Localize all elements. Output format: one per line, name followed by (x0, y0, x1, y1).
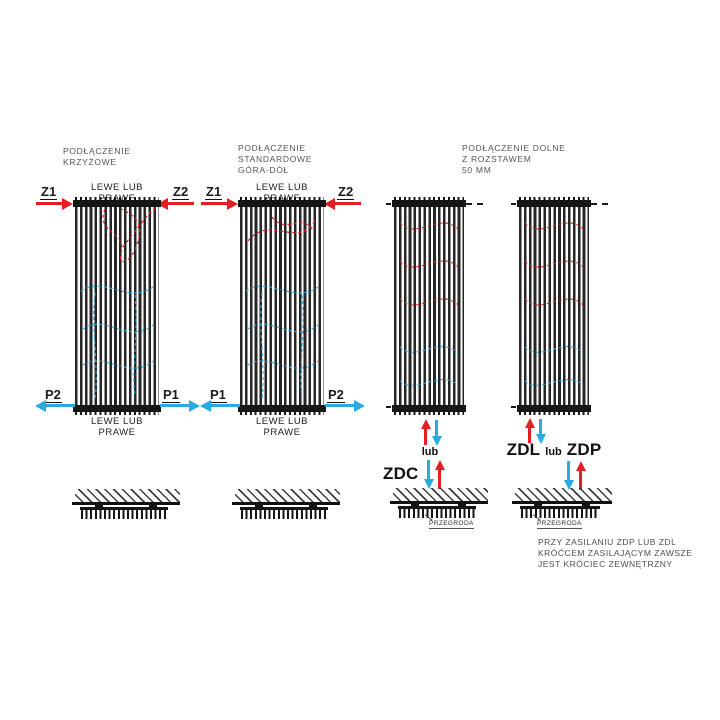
column2-p1-label: P1 (209, 387, 227, 403)
wall-hatch (75, 489, 180, 502)
column1-p1-arrow-icon (160, 399, 200, 412)
radiator-zdl-zdp-connection (517, 197, 591, 415)
zdc-supply-up-arrow-icon (424, 429, 428, 445)
zdl-zdp-or-label: lub (545, 446, 562, 458)
zdl-zdp-partition-label: PRZEGRODA (537, 520, 582, 529)
radiator-top-view (398, 503, 476, 519)
column2-z2-arrow-icon (324, 197, 361, 210)
zdc-partition-label: PRZEGRODA (429, 520, 474, 529)
radiator-standard-connection (238, 197, 326, 415)
column1-p2-label: P2 (44, 387, 62, 403)
flow-lines (399, 222, 459, 386)
radiator-tubes (75, 204, 159, 408)
column2-z1-arrow-icon (201, 197, 238, 210)
column1-title: PODŁĄCZENIE KRZYŻOWE (63, 146, 131, 167)
column1-p1-label: P1 (162, 387, 180, 403)
zdc-up-arrow-icon (438, 470, 442, 489)
dash-mark (511, 203, 516, 205)
column2-wall-section (232, 489, 340, 521)
radiator-bottom-header (73, 405, 161, 415)
flow-lines (80, 207, 157, 400)
flow-lines (245, 216, 319, 400)
zdl-supply-up-arrow-icon (528, 428, 532, 443)
column1-z2-arrow-icon (157, 197, 194, 210)
wall-line (512, 501, 612, 504)
column2-p1-arrow-icon (200, 399, 240, 412)
wall-line (390, 501, 488, 504)
column34-title: PODŁĄCZENIE DOLNE Z ROZSTAWEM 50 MM (462, 143, 566, 175)
radiator-top-header (73, 197, 161, 207)
column1-wall-section (72, 489, 180, 521)
radiator-tubes (240, 204, 324, 408)
dash-mark (386, 203, 391, 205)
zdc-wall-section (390, 488, 488, 520)
wall-hatch (515, 488, 612, 501)
radiator-top-view (80, 504, 168, 520)
dash-mark (511, 406, 516, 408)
column1-bottom-label: LEWE LUB PRAWE (90, 416, 144, 438)
radiator-top-header (238, 197, 326, 207)
wall-line (232, 502, 340, 505)
column1-p2-arrow-icon (35, 399, 75, 412)
zdc-return-down-arrow-icon (435, 420, 439, 436)
zdc-label: ZDC (383, 464, 419, 483)
radiator-top-header (517, 197, 591, 207)
column2-p2-arrow-icon (325, 399, 365, 412)
wall-hatch (393, 488, 488, 501)
supply-note: PRZY ZASILANIU ZDP LUB ZDL KRÓĆCEM ZASIL… (538, 537, 693, 569)
zdp-label: ZDP (566, 440, 602, 459)
column1-z2-label: Z2 (172, 184, 190, 200)
column2-bottom-label: LEWE LUB PRAWE (255, 416, 309, 438)
radiator-bottom-header (517, 405, 591, 415)
column1-z1-label: Z1 (40, 184, 58, 200)
column2-p2-label: P2 (327, 387, 345, 403)
zdl-label: ZDL (506, 440, 541, 459)
zdl-zdp-up-arrow-icon (579, 471, 583, 490)
zdl-zdp-down-arrow-icon (567, 461, 571, 480)
zdl-zdp-wall-section (512, 488, 612, 520)
dash-mark (591, 203, 608, 205)
dash-mark (386, 406, 391, 408)
radiator-cross-connection (73, 197, 161, 415)
zdc-or-label: lub (421, 446, 439, 458)
zdl-return-down-arrow-icon (539, 419, 543, 434)
zdl-zdp-label-row: ZDL lub ZDP (502, 440, 606, 460)
radiator-top-header (392, 197, 466, 207)
wall-hatch (235, 489, 340, 502)
column2-z2-label: Z2 (337, 184, 355, 200)
radiator-top-view (520, 503, 600, 519)
zdc-down-arrow-icon (427, 460, 431, 479)
radiator-bottom-header (238, 405, 326, 415)
wall-line (72, 502, 180, 505)
dash-mark (466, 203, 483, 205)
radiator-bottom-header (392, 405, 466, 415)
radiator-tubes (519, 204, 589, 408)
column2-title: PODŁĄCZENIE STANDARDOWE GÓRA-DÓŁ (238, 143, 313, 175)
radiator-zdc-connection (392, 197, 466, 415)
column2-z1-label: Z1 (205, 184, 223, 200)
flow-lines (524, 222, 584, 386)
radiator-top-view (240, 504, 328, 520)
radiator-tubes (394, 204, 464, 408)
column1-z1-arrow-icon (36, 197, 73, 210)
